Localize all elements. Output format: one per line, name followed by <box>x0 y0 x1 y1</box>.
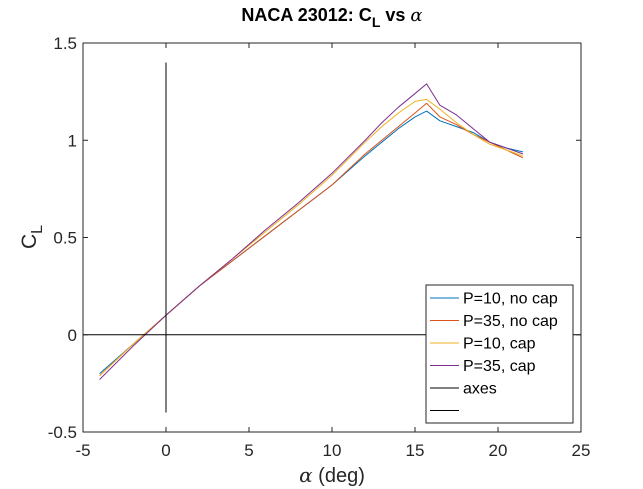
x-tick-label: -5 <box>75 441 90 460</box>
y-tick-label: 0 <box>68 326 77 345</box>
y-axis-title: CL <box>18 225 46 249</box>
x-tick-label: 20 <box>489 441 508 460</box>
chart-title: NACA 23012: CL vs α <box>241 5 422 30</box>
y-tick-label: 1.5 <box>53 34 77 53</box>
y-tick-label: 1 <box>68 131 77 150</box>
tick-layer: -5 0 5 10 15 20 25 -0.5 0 0.5 1 1.5 <box>48 34 591 460</box>
x-tick-label: 5 <box>244 441 253 460</box>
legend-label: P=35, cap <box>463 358 536 375</box>
legend-label: axes <box>463 381 497 398</box>
legend-box <box>425 284 574 424</box>
legend-label: P=10, cap <box>463 336 536 353</box>
y-tick-label: 0.5 <box>53 229 77 248</box>
series-line-4 <box>99 83 524 380</box>
legend-label: P=10, no cap <box>463 291 558 308</box>
x-axis-title: α (deg) <box>299 463 365 487</box>
y-tick-label: -0.5 <box>48 423 77 442</box>
series-layer <box>83 62 581 413</box>
x-tick-label: 0 <box>161 441 170 460</box>
x-tick-label: 25 <box>572 441 591 460</box>
x-tick-label: 15 <box>406 441 425 460</box>
legend: P=10, no cap P=35, no cap P=10, cap P=35, c… <box>425 284 574 424</box>
legend-items: P=10, no cap P=35, no cap P=10, cap P=35, c… <box>430 291 558 411</box>
legend-label: P=35, no cap <box>463 313 558 330</box>
x-tick-label: 10 <box>323 441 342 460</box>
